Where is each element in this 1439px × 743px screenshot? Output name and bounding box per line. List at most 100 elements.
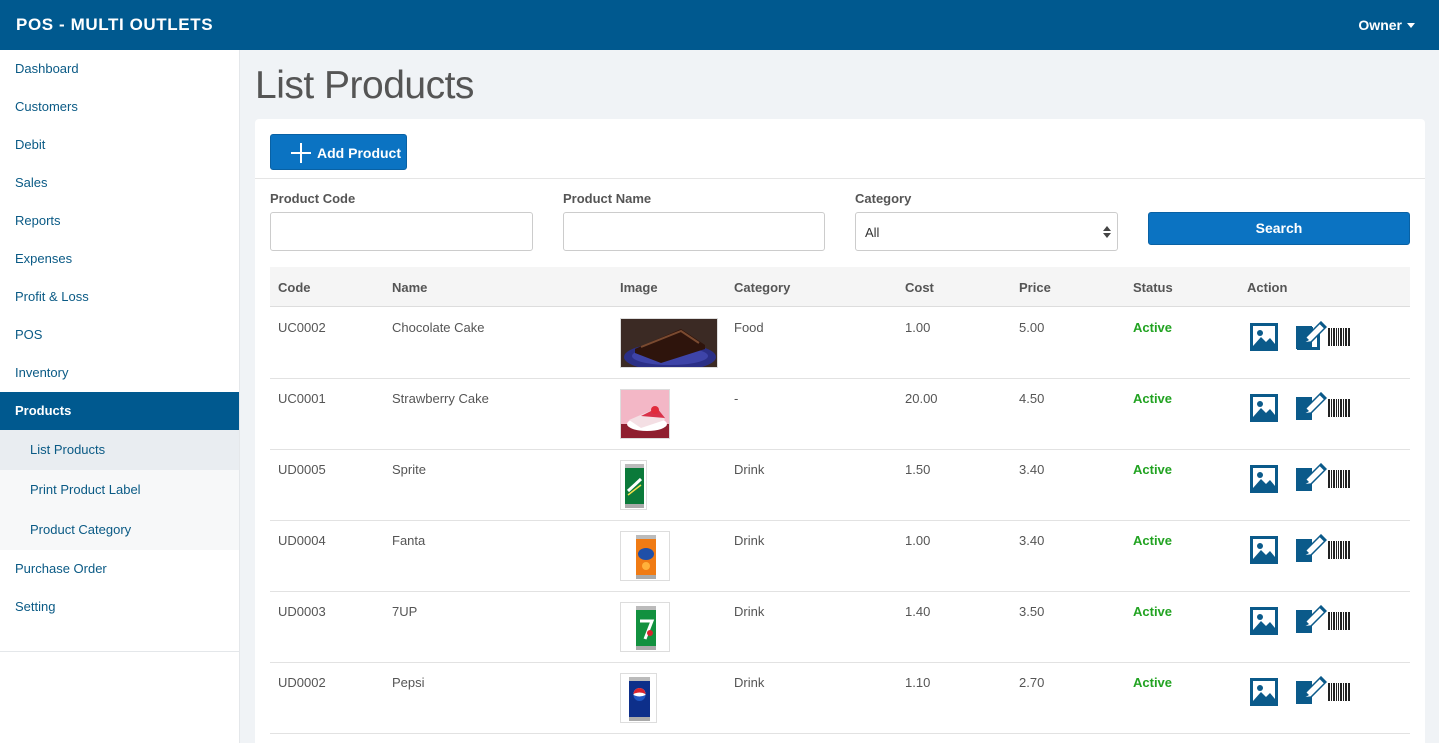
barcode-icon[interactable] [1328, 612, 1350, 630]
sidebar-item-reports[interactable]: Reports [15, 213, 61, 228]
edit-icon[interactable] [1295, 533, 1328, 564]
cell-price: 4.50 [1019, 391, 1045, 406]
edit-icon[interactable] [1295, 675, 1328, 706]
product-name-input[interactable] [563, 212, 825, 251]
sprite-can-thumbnail [620, 460, 647, 510]
col-header-cost: Cost [905, 280, 934, 295]
top-navbar: POS - MULTI OUTLETS Owner [0, 0, 1439, 50]
category-label: Category [855, 191, 912, 206]
cell-code: UD0002 [278, 675, 326, 690]
sidebar-item-inventory[interactable]: Inventory [15, 365, 69, 380]
cell-category: Drink [734, 604, 765, 619]
sidebar-item-expenses[interactable]: Expenses [15, 251, 73, 266]
cell-cost: 20.00 [905, 391, 938, 406]
barcode-icon[interactable] [1328, 399, 1350, 417]
edit-icon[interactable] [1295, 462, 1328, 493]
7up-can-thumbnail [620, 602, 670, 652]
picture-icon[interactable] [1249, 677, 1279, 707]
sidebar-item-customers[interactable]: Customers [15, 99, 78, 114]
col-header-category: Category [734, 280, 791, 295]
sidebar: Dashboard Customers Debit Sales Reports … [0, 50, 240, 743]
barcode-icon[interactable] [1328, 328, 1350, 346]
cell-cost: 1.00 [905, 533, 931, 548]
sidebar-item-profit-loss[interactable]: Profit & Loss [15, 289, 89, 304]
col-header-price: Price [1019, 280, 1051, 295]
sidebar-subitem-list-products[interactable]: List Products [0, 430, 239, 470]
barcode-icon[interactable] [1328, 683, 1350, 701]
sidebar-item-dashboard[interactable]: Dashboard [15, 61, 79, 76]
cell-name: Fanta [392, 533, 426, 548]
cell-name: 7UP [392, 604, 418, 619]
cell-price: 3.40 [1019, 462, 1045, 477]
status-badge: Active [1133, 675, 1173, 690]
cell-name: Chocolate Cake [392, 320, 485, 335]
cell-code: UC0002 [278, 320, 326, 335]
product-code-input[interactable] [270, 212, 533, 251]
sidebar-item-sales[interactable]: Sales [15, 175, 48, 190]
cell-code: UD0004 [278, 533, 326, 548]
fanta-can-thumbnail [620, 531, 670, 581]
sidebar-item-products[interactable]: Products [0, 392, 239, 430]
table-header: Code Name Image Category Cost Price Stat… [270, 267, 1410, 307]
table-row: UC0002 Chocolate Cake Food 1.00 5.00 Act… [270, 308, 1410, 379]
cell-price: 2.70 [1019, 675, 1045, 690]
edit-icon[interactable] [1295, 391, 1328, 422]
select-arrows-icon [1103, 226, 1111, 239]
category-select[interactable]: All [855, 212, 1118, 251]
product-code-label: Product Code [270, 191, 356, 206]
user-menu[interactable]: Owner [1358, 17, 1415, 33]
barcode-icon[interactable] [1328, 470, 1350, 488]
barcode-icon[interactable] [1328, 541, 1350, 559]
picture-icon[interactable] [1249, 322, 1279, 352]
status-badge: Active [1133, 320, 1173, 335]
products-submenu: List Products Print Product Label Produc… [0, 430, 239, 550]
cell-cost: 1.10 [905, 675, 931, 690]
status-badge: Active [1133, 391, 1173, 406]
add-product-button[interactable]: Add Product [270, 134, 407, 170]
app-title: POS - MULTI OUTLETS [16, 15, 214, 34]
sidebar-subitem-print-product-label[interactable]: Print Product Label [30, 482, 141, 497]
picture-icon[interactable] [1249, 606, 1279, 636]
col-header-action: Action [1247, 280, 1288, 295]
sidebar-menu: Dashboard Customers Debit Sales Reports … [0, 50, 239, 626]
sidebar-item-debit[interactable]: Debit [15, 137, 46, 152]
cell-code: UC0001 [278, 391, 326, 406]
strawberry-cake-thumbnail [620, 389, 670, 439]
cell-name: Strawberry Cake [392, 391, 489, 406]
product-name-label: Product Name [563, 191, 652, 206]
status-badge: Active [1133, 604, 1173, 619]
cell-name: Sprite [392, 462, 426, 477]
picture-icon[interactable] [1249, 464, 1279, 494]
edit-icon[interactable] [1295, 604, 1328, 635]
add-product-label: Add Product [317, 145, 401, 161]
cell-price: 3.50 [1019, 604, 1045, 619]
status-badge: Active [1133, 462, 1173, 477]
table-row: UD0005 Sprite Drink 1.50 3.40 Active [270, 450, 1410, 521]
cell-price: 5.00 [1019, 320, 1045, 335]
sidebar-item-setting[interactable]: Setting [15, 599, 56, 614]
search-button[interactable]: Search [1148, 212, 1410, 245]
sidebar-subitem-product-category[interactable]: Product Category [30, 522, 132, 537]
cell-category: - [734, 391, 739, 406]
chocolate-cake-thumbnail [620, 318, 718, 368]
table-row: UD0004 Fanta Drink 1.00 3.40 Active [270, 521, 1410, 592]
col-header-status: Status [1133, 280, 1173, 295]
cell-category: Drink [734, 533, 765, 548]
sidebar-item-purchase-order[interactable]: Purchase Order [15, 561, 107, 576]
user-name: Owner [1358, 17, 1402, 33]
edit-icon[interactable] [1295, 320, 1328, 351]
panel-divider [255, 178, 1425, 179]
cell-code: UD0005 [278, 462, 326, 477]
picture-icon[interactable] [1249, 393, 1279, 423]
table-row: UC0001 Strawberry Cake - 20.00 4.50 Acti… [270, 379, 1410, 450]
pepsi-can-thumbnail [620, 673, 657, 723]
table-row: UD0002 Pepsi Drink 1.10 2.70 Active [270, 663, 1410, 734]
cell-price: 3.40 [1019, 533, 1045, 548]
picture-icon[interactable] [1249, 535, 1279, 565]
status-badge: Active [1133, 533, 1173, 548]
sidebar-divider [0, 651, 240, 652]
col-header-name: Name [392, 280, 428, 295]
cell-cost: 1.40 [905, 604, 931, 619]
cell-category: Food [734, 320, 764, 335]
sidebar-item-pos[interactable]: POS [15, 327, 43, 342]
